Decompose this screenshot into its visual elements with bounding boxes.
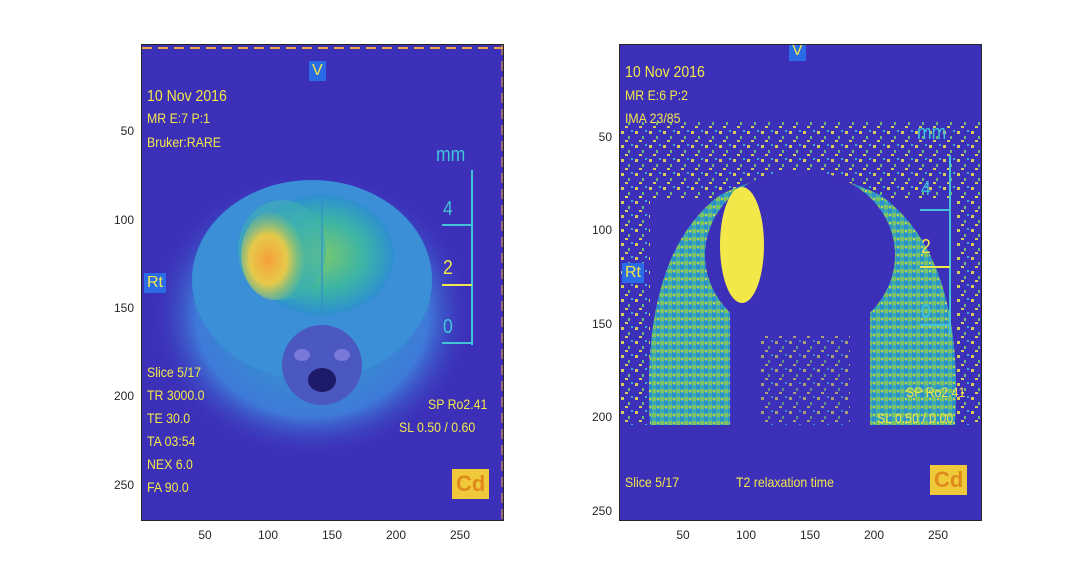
right-scale-0: 0 (921, 301, 931, 323)
left-param-tr: TR 3000.0 (147, 387, 205, 403)
left-y-tick-50: 50 (120, 124, 134, 138)
left-mri-panel: V Rt 10 Nov 2016 MR E:7 P:1 Bruker:RARE … (0, 0, 540, 585)
left-orientation-left: Rt (144, 273, 166, 293)
right-y-tick-50: 50 (598, 130, 612, 144)
right-y-tick-250: 250 (591, 504, 612, 518)
left-brain-image (142, 45, 503, 520)
right-x-tick-50: 50 (676, 528, 690, 542)
left-sp-label: SP Ro2.41 (428, 396, 488, 412)
right-x-tick-200: 200 (863, 528, 885, 542)
left-param-nex: NEX 6.0 (147, 456, 193, 472)
left-y-tick-250: 250 (113, 478, 134, 492)
left-x-tick-250: 250 (449, 528, 471, 542)
right-logo: Cd (930, 465, 968, 495)
left-param-ta: TA 03:54 (147, 433, 196, 449)
left-param-te: TE 30.0 (147, 410, 191, 426)
right-t2-map (620, 120, 981, 425)
left-logo: Cd (452, 469, 490, 499)
left-param-slice: Slice 5/17 (147, 364, 202, 380)
left-x-tick-150: 150 (321, 528, 343, 542)
right-mri-image: V Rt 10 Nov 2016 MR E:6 P:2 IMA 23/85 mm… (619, 44, 982, 521)
right-sp-label: SP Ro2.41 (906, 384, 966, 400)
right-y-tick-200: 200 (591, 410, 612, 424)
right-x-tick-100: 100 (735, 528, 757, 542)
right-slice-label: Slice 5/17 (625, 474, 680, 490)
right-header-ima: IMA 23/85 (625, 110, 681, 126)
right-x-tick-150: 150 (799, 528, 821, 542)
right-header-date: 10 Nov 2016 (625, 64, 705, 81)
right-map-label: T2 relaxation time (736, 474, 834, 490)
left-x-tick-200: 200 (385, 528, 407, 542)
right-scale-2: 2 (921, 236, 931, 258)
left-y-tick-200: 200 (113, 389, 134, 403)
left-y-tick-100: 100 (113, 213, 134, 227)
left-param-fa: FA 90.0 (147, 479, 189, 495)
left-orientation-top: V (309, 61, 326, 81)
left-scale-unit: mm (436, 144, 466, 166)
left-scale-2: 2 (443, 257, 453, 279)
right-scale-unit: mm (917, 122, 947, 144)
left-header-seq: Bruker:RARE (147, 134, 221, 150)
right-x-tick-250: 250 (927, 528, 949, 542)
left-sl-label: SL 0.50 / 0.60 (399, 419, 476, 435)
right-scale-4: 4 (921, 178, 931, 200)
left-scale-0: 0 (443, 316, 453, 338)
left-x-tick-50: 50 (198, 528, 212, 542)
left-scale-4: 4 (443, 198, 453, 220)
right-y-tick-100: 100 (591, 223, 612, 237)
right-orientation-top: V (789, 45, 806, 61)
left-header-date: 10 Nov 2016 (147, 88, 227, 105)
right-y-tick-150: 150 (591, 317, 612, 331)
right-header-mr: MR E:6 P:2 (625, 87, 689, 103)
left-mri-image: V Rt 10 Nov 2016 MR E:7 P:1 Bruker:RARE … (141, 44, 504, 521)
right-sl-label: SL 0.50 / 0.00 (877, 410, 954, 426)
left-header-mr: MR E:7 P:1 (147, 110, 211, 126)
left-y-tick-150: 150 (113, 301, 134, 315)
right-orientation-left: Rt (622, 263, 644, 283)
left-x-tick-100: 100 (257, 528, 279, 542)
